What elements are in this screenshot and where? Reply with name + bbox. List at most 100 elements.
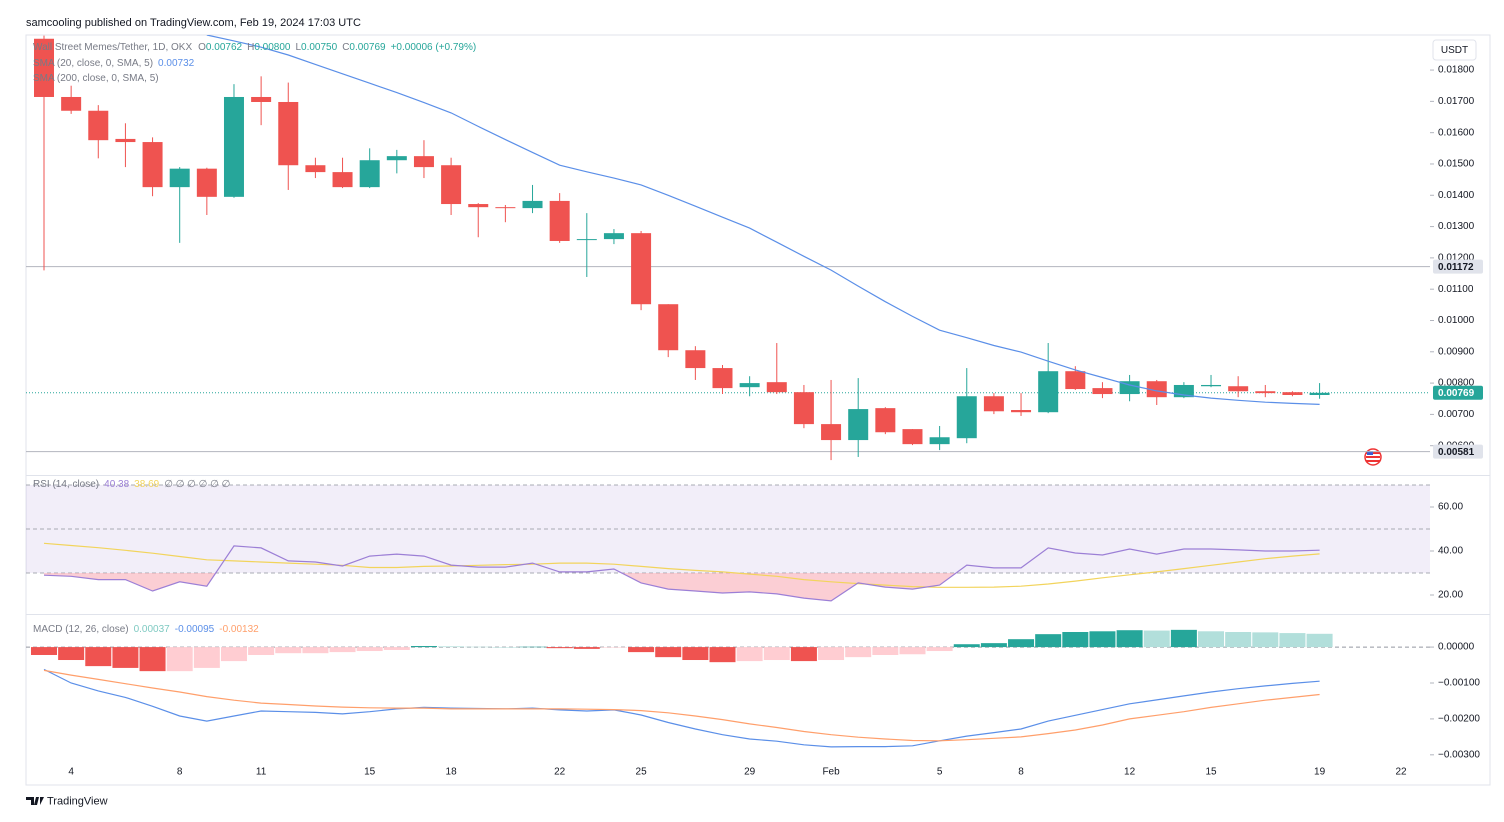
rsi-extra: ∅ ∅ ∅ ∅ ∅ ∅ [164,479,230,490]
candle-body [685,350,706,369]
macd-histogram-bar [655,647,682,658]
candle-body [1011,410,1032,413]
macd-histogram-bar [1062,632,1089,648]
macd-value: -0.00095 [175,624,215,635]
x-tick-label: 15 [364,767,376,778]
candle-body [142,142,163,188]
candle-body [793,392,814,425]
logo-mark [26,797,44,805]
footer-brand: TradingView [47,795,108,807]
candle-body [576,239,597,241]
ohlc-key: C [342,42,349,53]
candle-body [359,160,380,188]
flag-canton [1367,451,1373,455]
currency-button-box[interactable] [1432,39,1477,61]
y-tick-label: 0.01600 [1438,127,1475,138]
price-badge-label: 0.01172 [1438,262,1474,273]
candle-body [1282,392,1303,395]
macd-histogram-bar [329,647,356,653]
y-tick-label: 40.00 [1438,546,1463,557]
y-tick-label: −0.00100 [1438,678,1480,689]
candle-body [1255,391,1276,394]
candle-body [739,383,760,388]
symbol: Wall Street Memes/Tether, 1D, OKX [33,42,192,53]
sma-200-name: SMA (200, close, 0, SMA, 5) [33,73,159,84]
ohlc-key: H [247,42,254,53]
signal-line [43,669,1320,742]
macd-histogram-bar [682,647,709,661]
candle-body [522,200,543,209]
legend: Wall Street Memes/Tether, 1D, OKX O0.0076… [33,42,476,53]
last-price-badge [1433,385,1483,400]
macd-histogram-bar [1252,632,1279,648]
y-tick-label: 60.00 [1438,502,1463,513]
candle-body [603,233,624,240]
y-tick-label: 0.01300 [1438,221,1475,232]
candle-body [929,437,950,445]
x-tick-label: 18 [446,767,458,778]
macd-histogram-bar [1279,633,1306,648]
legend: SMA (200, close, 0, SMA, 5) [33,73,159,84]
candle-body [902,429,923,445]
macd-histogram-bar [465,646,492,648]
rsi-plot [43,542,1320,602]
flag-stripe [1366,456,1380,458]
x-tick-label: 22 [554,767,566,778]
macd-histogram-bar [1116,630,1143,648]
y-tick-label: 0.00900 [1438,346,1475,357]
x-tick-label: 11 [256,767,267,778]
x-tick-label: 8 [177,767,183,778]
last-price-label: 0.00769 [1438,388,1475,399]
legend: SMA (20, close, 0, SMA, 5) 0.00732 [33,58,195,69]
candle-body [386,156,407,161]
rsi-value: 40.38 [104,479,129,490]
candle-body [1146,381,1167,398]
candle-body [88,110,109,141]
candle-body [1228,386,1249,392]
x-tick-label: 19 [1314,767,1326,778]
candle-body [196,168,217,197]
macd-histogram-bar [519,646,546,648]
macd-histogram-bar [112,647,139,668]
rsi-line [43,542,1320,588]
ohlc-value: 0.00769 [349,42,386,53]
macd-histogram-bar [383,647,410,650]
x-tick-label: 8 [1018,767,1024,778]
y-tick-label: 0.01200 [1438,253,1475,264]
macd-histogram-bar [546,647,573,649]
candle-body [848,409,869,441]
price-plot [26,35,1430,461]
macd-histogram-bar [193,647,220,668]
candle-body [658,304,679,351]
footer-logo: TradingView [26,795,108,807]
candle-body [413,156,434,168]
y-tick-label: 0.01700 [1438,96,1475,107]
y-tick-label: 0.01800 [1438,65,1475,76]
legend: MACD (12, 26, close) 0.00037 -0.00095 -0.00… [33,624,259,635]
macd-line [43,668,1320,748]
candle-body [1119,381,1140,395]
macd-histogram-bar [926,647,953,652]
x-tick-label: 5 [937,767,943,778]
price-badge [1433,444,1483,459]
candle-body [332,172,353,188]
rsi-line [43,545,1320,602]
candle-body [766,382,787,393]
sma-value: 0.00732 [158,58,195,69]
macd-histogram-bar [790,647,817,662]
x-tick-label: 25 [636,767,648,778]
candle-body [223,96,244,197]
macd-histogram-bar [1008,639,1035,648]
histogram-value: 0.00037 [134,624,171,635]
candle-body [1038,371,1059,413]
currency-button[interactable]: USDT [1432,39,1477,61]
x-tick-label: 22 [1395,767,1407,778]
macd-histogram-bar [899,647,926,655]
macd-histogram-bar [818,647,845,661]
candle-body [956,396,977,439]
currency-label[interactable]: USDT [1441,45,1468,56]
candle-body [441,165,462,205]
macd-histogram-bar [709,647,736,663]
macd-histogram-bar [763,647,790,661]
macd-histogram-bar [85,647,112,667]
